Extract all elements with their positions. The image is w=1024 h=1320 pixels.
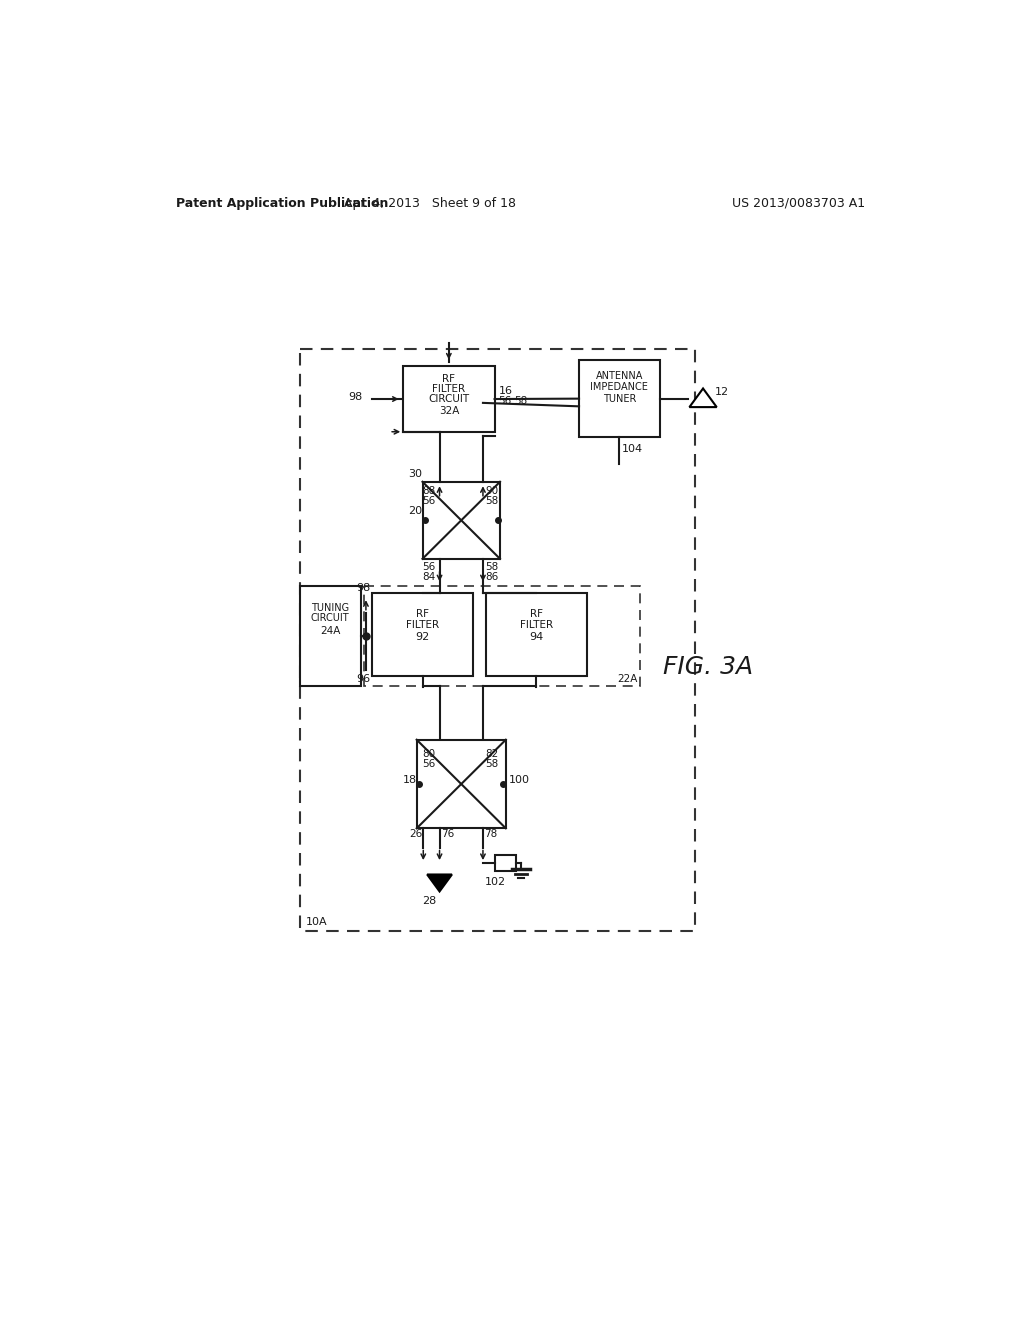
Text: 58: 58 xyxy=(485,496,499,506)
Text: 18: 18 xyxy=(403,775,417,785)
Bar xyxy=(495,855,516,871)
Text: CIRCUIT: CIRCUIT xyxy=(311,614,349,623)
Bar xyxy=(579,360,660,437)
Text: 94: 94 xyxy=(529,632,544,642)
Text: 92: 92 xyxy=(416,632,430,642)
Text: 98: 98 xyxy=(348,392,362,401)
Text: 58: 58 xyxy=(485,561,499,572)
Text: 26: 26 xyxy=(410,829,423,840)
Text: 24A: 24A xyxy=(321,626,340,636)
Polygon shape xyxy=(427,874,452,891)
Text: 86: 86 xyxy=(485,572,499,582)
Text: 90: 90 xyxy=(485,486,499,496)
Text: 32A: 32A xyxy=(438,405,459,416)
Text: Apr. 4, 2013   Sheet 9 of 18: Apr. 4, 2013 Sheet 9 of 18 xyxy=(344,197,516,210)
Bar xyxy=(372,594,473,676)
Bar xyxy=(403,367,495,432)
Text: Patent Application Publication: Patent Application Publication xyxy=(176,197,388,210)
Text: 10A: 10A xyxy=(306,917,328,927)
Text: 12: 12 xyxy=(715,388,729,397)
Bar xyxy=(365,586,640,686)
Text: FILTER: FILTER xyxy=(432,384,466,393)
Text: 98: 98 xyxy=(356,583,371,594)
Text: 80: 80 xyxy=(423,748,435,759)
Text: FILTER: FILTER xyxy=(520,619,553,630)
Text: TUNING: TUNING xyxy=(311,603,349,612)
Bar xyxy=(423,482,500,558)
Text: 58: 58 xyxy=(514,396,527,407)
Text: 16: 16 xyxy=(499,387,512,396)
Text: FILTER: FILTER xyxy=(406,619,439,630)
Bar xyxy=(486,594,587,676)
Text: 102: 102 xyxy=(484,876,506,887)
Text: 58: 58 xyxy=(485,759,499,770)
Text: RF: RF xyxy=(416,609,429,619)
Text: ANTENNA: ANTENNA xyxy=(596,371,643,380)
Text: RF: RF xyxy=(530,609,543,619)
Text: 56: 56 xyxy=(423,561,436,572)
Text: 30: 30 xyxy=(409,469,423,479)
Text: 88: 88 xyxy=(423,486,436,496)
Text: RF: RF xyxy=(442,374,456,384)
Text: 104: 104 xyxy=(622,444,643,454)
Text: 100: 100 xyxy=(509,775,530,785)
Text: 78: 78 xyxy=(484,829,498,840)
Polygon shape xyxy=(689,388,717,407)
Text: IMPEDANCE: IMPEDANCE xyxy=(591,381,648,392)
Text: 56: 56 xyxy=(423,496,436,506)
Text: 84: 84 xyxy=(423,572,436,582)
Bar xyxy=(300,350,695,931)
Text: 56: 56 xyxy=(423,759,436,770)
Bar xyxy=(300,586,360,686)
Text: 20: 20 xyxy=(409,506,423,516)
Text: 56: 56 xyxy=(499,396,512,407)
Text: TUNER: TUNER xyxy=(603,393,636,404)
Text: 76: 76 xyxy=(441,829,455,840)
Text: FIG. 3A: FIG. 3A xyxy=(663,655,753,678)
Text: 22A: 22A xyxy=(616,673,637,684)
Text: 96: 96 xyxy=(356,675,371,684)
Text: CIRCUIT: CIRCUIT xyxy=(428,395,469,404)
Text: 82: 82 xyxy=(485,748,499,759)
Text: US 2013/0083703 A1: US 2013/0083703 A1 xyxy=(732,197,865,210)
Bar xyxy=(417,739,506,829)
Text: 28: 28 xyxy=(423,896,437,907)
